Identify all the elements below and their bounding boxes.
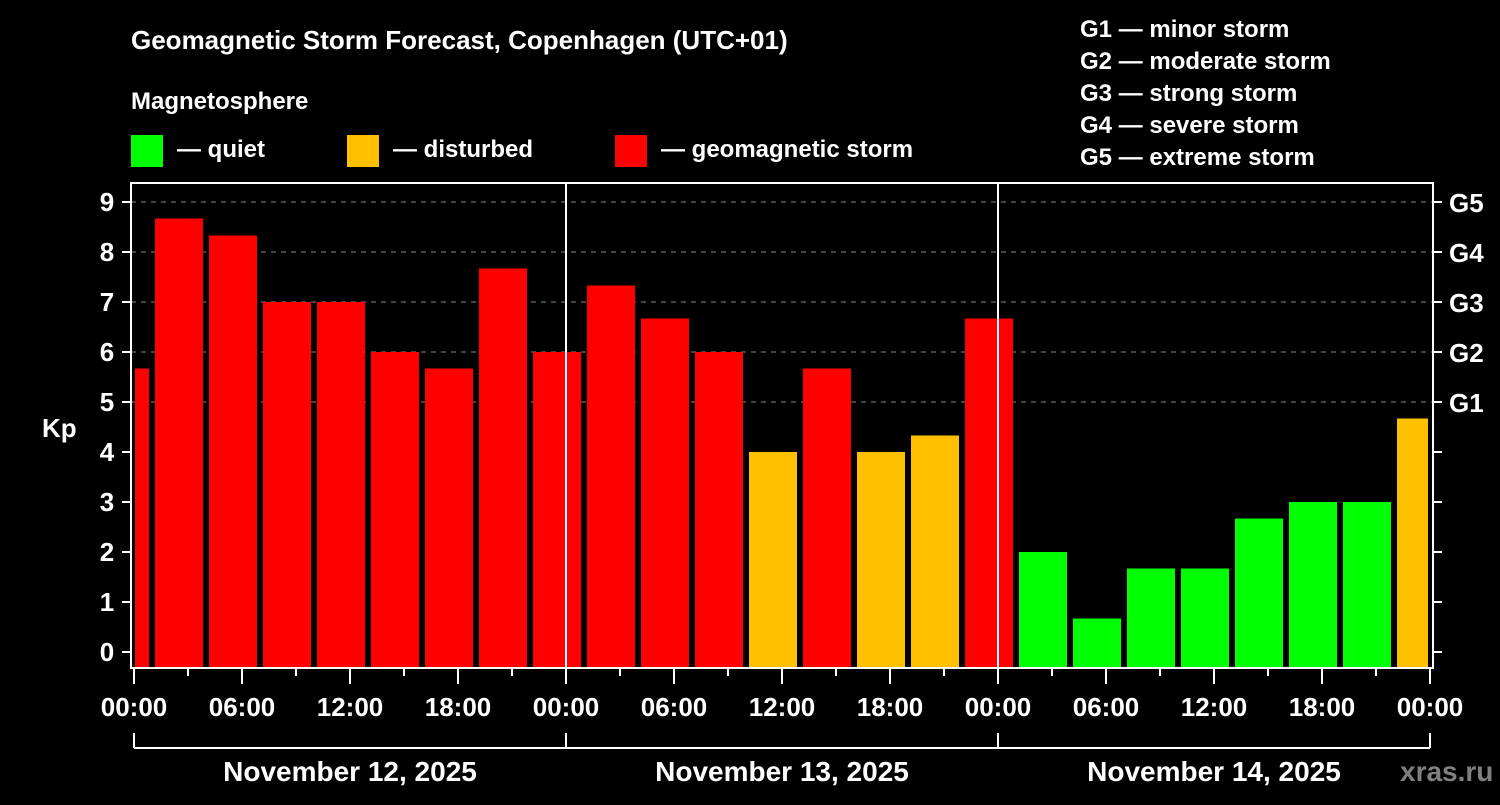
y-tick-label: 7 (100, 287, 114, 317)
kp-bar (1019, 552, 1067, 668)
kp-bar (1397, 418, 1428, 668)
y-tick-label: 5 (100, 387, 114, 417)
legend-label: — geomagnetic storm (661, 136, 913, 163)
x-tick-label: 12:00 (749, 692, 816, 722)
day-label: November 14, 2025 (1087, 756, 1341, 787)
storm-scale-item: G2 — moderate storm (1080, 48, 1331, 75)
x-tick-label: 00:00 (533, 692, 600, 722)
legend-swatch-2 (615, 135, 647, 167)
day-label: November 13, 2025 (655, 756, 909, 787)
watermark: xras.ru (1400, 756, 1493, 787)
legend-label: — quiet (177, 136, 265, 163)
legend-label: — disturbed (393, 136, 533, 163)
kp-bar (135, 368, 149, 668)
x-tick-label: 06:00 (1073, 692, 1140, 722)
legend: — quiet — disturbed — geomagnetic storm (131, 135, 913, 167)
y-tick-label: 6 (100, 337, 114, 367)
storm-scale-item: G4 — severe storm (1080, 112, 1299, 139)
x-tick-label: 06:00 (209, 692, 276, 722)
y-tick-label: 4 (100, 437, 115, 467)
chart-title: Geomagnetic Storm Forecast, Copenhagen (… (131, 25, 788, 55)
x-tick-label: 00:00 (101, 692, 168, 722)
x-tick-label: 00:00 (965, 692, 1032, 722)
kp-bar (317, 302, 365, 668)
kp-bar (803, 368, 851, 668)
g-scale-label: G3 (1449, 288, 1484, 318)
y-tick-label: 9 (100, 187, 114, 217)
kp-bar (479, 268, 527, 668)
kp-bar (1289, 502, 1337, 668)
kp-bar (263, 302, 311, 668)
kp-bar (695, 352, 743, 668)
g-scale-label: G2 (1449, 338, 1484, 368)
storm-scale-item: G1 — minor storm (1080, 16, 1289, 43)
storm-scale-item: G3 — strong storm (1080, 80, 1297, 107)
kp-bar (1235, 518, 1283, 668)
y-tick-label: 0 (100, 637, 114, 667)
x-tick-label: 18:00 (425, 692, 492, 722)
axes: 0 1 2 3 4 5 6 7 8 9 G1 G2 G3 G4 G5 00:00 06:00 12:00 18:00… (100, 182, 1484, 787)
kp-bar (587, 285, 635, 668)
kp-bar (857, 452, 905, 668)
y-tick-label: 1 (100, 587, 114, 617)
y-tick-label: 3 (100, 487, 114, 517)
y-tick-label: 8 (100, 237, 114, 267)
x-tick-label: 18:00 (857, 692, 924, 722)
legend-title: Magnetosphere (131, 88, 308, 115)
storm-scale-legend: G1 — minor storm G2 — moderate storm G3 — … (1080, 16, 1331, 171)
kp-bar (533, 352, 581, 668)
kp-bar (209, 235, 257, 668)
kp-bar (155, 218, 203, 668)
g-scale-label: G4 (1449, 238, 1484, 268)
legend-swatch-1 (347, 135, 379, 167)
y-tick-label: 2 (100, 537, 114, 567)
grid (131, 201, 1433, 403)
kp-bar (1343, 502, 1391, 668)
kp-bar (1181, 568, 1229, 668)
legend-swatch-0 (131, 135, 163, 167)
kp-bar (749, 452, 797, 668)
kp-bar (911, 435, 959, 668)
kp-bar (965, 318, 1013, 668)
x-tick-label: 06:00 (641, 692, 708, 722)
storm-scale-item: G5 — extreme storm (1080, 144, 1315, 171)
x-tick-label: 12:00 (1181, 692, 1248, 722)
x-tick-label: 18:00 (1289, 692, 1356, 722)
kp-bar (1073, 618, 1121, 668)
kp-bar (425, 368, 473, 668)
kp-bar (1127, 568, 1175, 668)
kp-bar (371, 352, 419, 668)
day-label: November 12, 2025 (223, 756, 477, 787)
x-tick-label: 00:00 (1397, 692, 1464, 722)
x-tick-label: 12:00 (317, 692, 384, 722)
bars (135, 218, 1428, 668)
kp-bar (641, 318, 689, 668)
g-scale-label: G1 (1449, 388, 1484, 418)
g-scale-label: G5 (1449, 188, 1484, 218)
y-axis-label: Kp (42, 413, 77, 443)
